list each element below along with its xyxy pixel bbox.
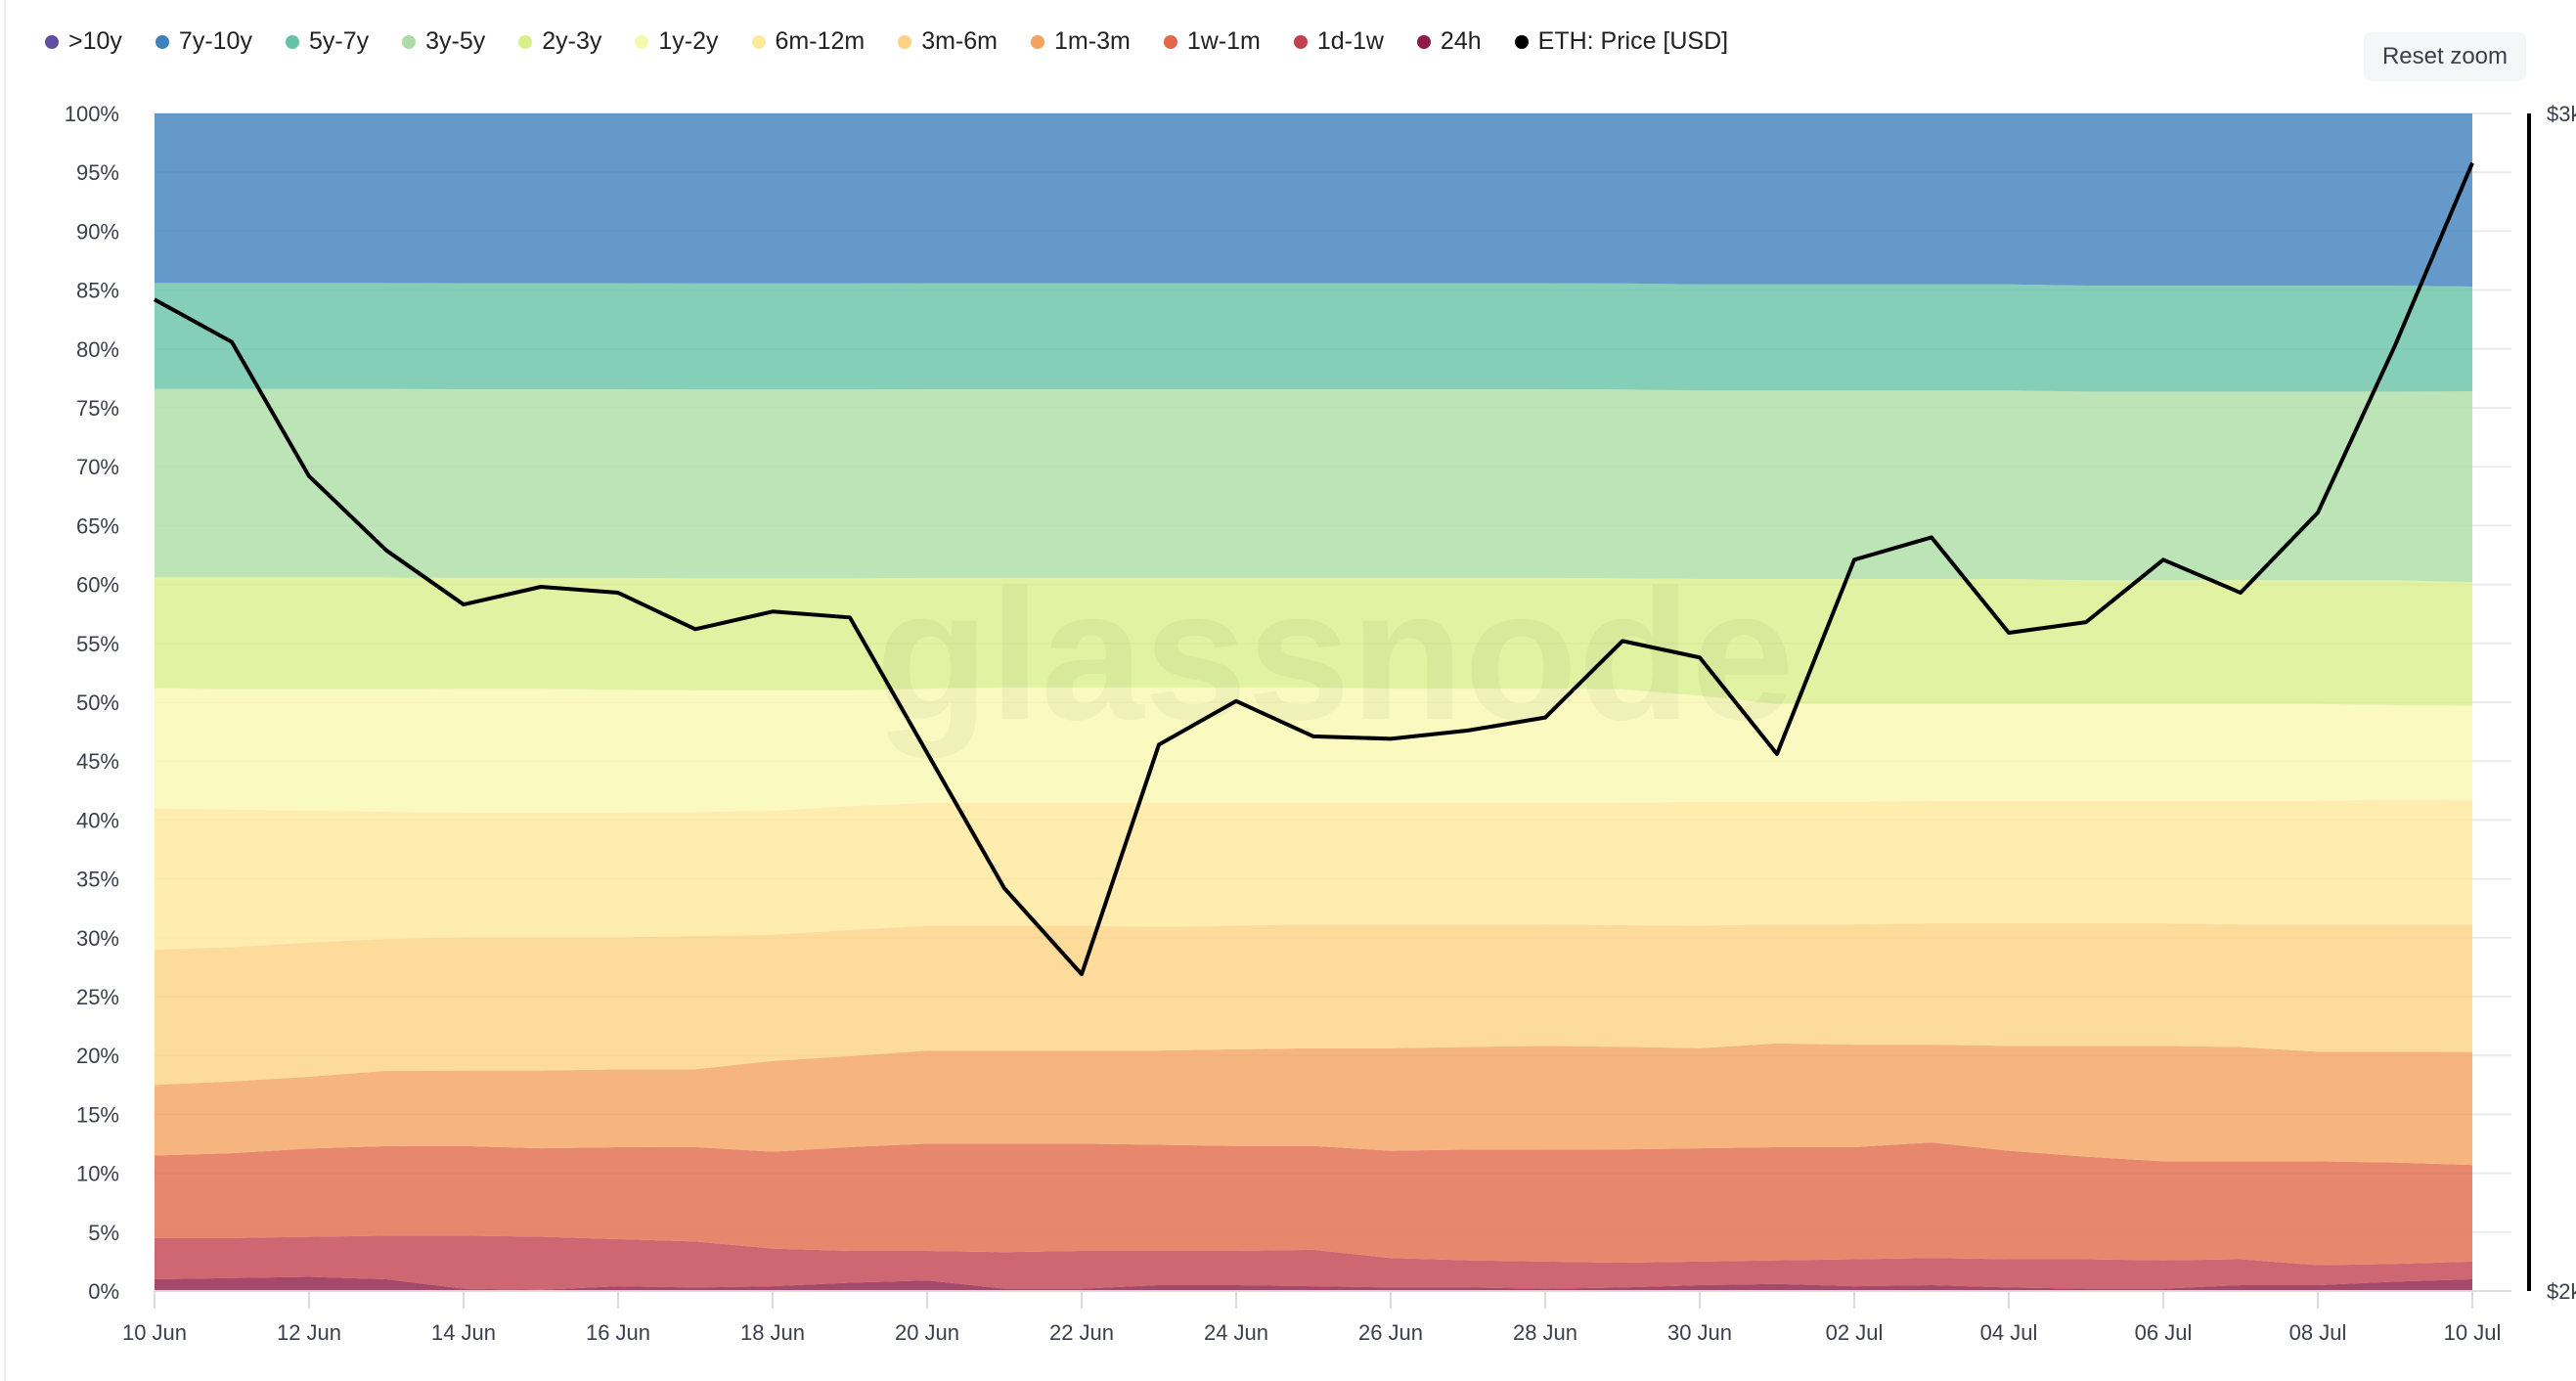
area-1y-2y [155, 687, 2472, 813]
x-tick-label: 12 Jun [277, 1320, 341, 1345]
x-tick-label: 10 Jul [2444, 1320, 2502, 1345]
legend-dot-icon [751, 34, 766, 49]
y-tick-label: 15% [76, 1102, 119, 1127]
x-tick-label: 02 Jul [1826, 1320, 1884, 1345]
legend-label: 2y-3y [542, 27, 602, 55]
legend-label: 3y-5y [425, 27, 486, 55]
legend-dot-icon [285, 34, 299, 49]
areas [155, 113, 2472, 1291]
chart-legend: >10y 7y-10y 5y-7y 3y-5y 2y-3y 1y-2y 6m-12m 3m-6… [45, 27, 1761, 56]
legend-item[interactable]: 1w-1m [1163, 27, 1261, 56]
x-tick-label: 22 Jun [1049, 1320, 1114, 1345]
legend-dot-icon [1514, 34, 1529, 49]
area-2y-3y [155, 577, 2472, 706]
x-tick-label: 10 Jun [122, 1320, 187, 1345]
area-1d-1w [155, 1235, 2472, 1290]
area-3y-5y [155, 388, 2472, 583]
y-tick-label: 60% [76, 573, 119, 598]
x-tick-label: 16 Jun [586, 1320, 650, 1345]
legend-item[interactable]: 3y-5y [402, 27, 485, 56]
legend-item[interactable]: ETH: Price [USD] [1514, 27, 1729, 56]
y-tick-label: 100% [65, 102, 119, 126]
legend-item[interactable]: 1d-1w [1293, 27, 1384, 56]
y-tick-label: 55% [76, 632, 119, 656]
legend-item[interactable]: 3m-6m [898, 27, 998, 56]
legend-label: 6m-12m [775, 27, 866, 55]
y-tick-label: 0% [88, 1279, 119, 1304]
x-tick-label: 08 Jul [2289, 1320, 2347, 1345]
legend-item[interactable]: 7y-10y [155, 27, 252, 56]
legend-dot-icon [402, 34, 417, 49]
x-tick-label: 30 Jun [1667, 1320, 1732, 1345]
legend-item[interactable]: 2y-3y [518, 27, 601, 56]
legend-dot-icon [635, 34, 649, 49]
legend-dot-icon [518, 34, 533, 49]
y-tick-label: 95% [76, 160, 119, 185]
y-tick-label: 5% [88, 1221, 119, 1245]
y-tick-label: 30% [76, 926, 119, 951]
legend-dot-icon [45, 34, 59, 49]
legend-dot-icon [1163, 34, 1177, 49]
legend-label: 1w-1m [1186, 27, 1261, 55]
legend-label: >10y [68, 27, 122, 55]
legend-label: 1m-3m [1054, 27, 1131, 55]
legend-item[interactable]: 6m-12m [751, 27, 866, 56]
legend-label: 24h [1440, 27, 1482, 55]
area-24h [155, 1276, 2472, 1291]
x-tick-label: 24 Jun [1204, 1320, 1268, 1345]
legend-item[interactable]: 24h [1416, 27, 1482, 56]
watermark: glassnode [875, 552, 1795, 759]
y-tick-label: 40% [76, 808, 119, 832]
legend-dot-icon [1416, 34, 1431, 49]
legend-label: 3m-6m [921, 27, 999, 55]
legend-label: 5y-7y [308, 27, 370, 55]
area-3m-6m [155, 922, 2472, 1086]
axes: 0% 5% 10% 15% 20% 25% 30% 35% 40% 45% 50% 55% 60% 65%… [65, 102, 2576, 1345]
y-tick-label: 50% [76, 690, 119, 715]
y-tick-label: 75% [76, 396, 119, 421]
y-tick-label: 85% [76, 279, 119, 303]
y-tick-label: 65% [76, 513, 119, 538]
y-right-tick-label: $3k [2547, 102, 2576, 126]
y-tick-label: 20% [76, 1044, 119, 1068]
legend-dot-icon [898, 34, 912, 49]
legend-item[interactable]: >10y [45, 27, 122, 56]
area-1m-3m [155, 1043, 2472, 1166]
eth-price-line [154, 161, 2474, 977]
x-tick-label: 04 Jul [1980, 1320, 2038, 1345]
legend-label: 1y-2y [658, 27, 719, 55]
legend-item[interactable]: 5y-7y [285, 27, 370, 56]
area-5y-7y [155, 283, 2472, 392]
area-7y-10y [155, 113, 2472, 287]
x-tick-label: 18 Jun [740, 1320, 805, 1345]
reset-zoom-button[interactable]: Reset zoom [2364, 32, 2526, 81]
x-tick-label: 28 Jun [1513, 1320, 1577, 1345]
x-tick-label: 06 Jul [2135, 1320, 2193, 1345]
legend-label: 7y-10y [178, 27, 252, 55]
x-tick-label: 14 Jun [431, 1320, 496, 1345]
legend-dot-icon [1031, 34, 1045, 49]
y-tick-label: 80% [76, 337, 119, 362]
y-tick-label: 90% [76, 219, 119, 244]
y-tick-label: 25% [76, 985, 119, 1009]
y-right-tick-label: $2k [2547, 1279, 2576, 1304]
legend-item[interactable]: 1y-2y [635, 27, 719, 56]
y-tick-label: 10% [76, 1162, 119, 1186]
legend-dot-icon [155, 34, 169, 49]
price-line [154, 161, 2474, 977]
legend-label: 1d-1w [1316, 27, 1384, 55]
x-tick-label: 26 Jun [1358, 1320, 1423, 1345]
y-tick-label: 70% [76, 455, 119, 479]
panel-left-border [4, 0, 6, 1381]
legend-dot-icon [1293, 34, 1308, 49]
area-1w-1m [155, 1142, 2472, 1266]
y-tick-label: 35% [76, 868, 119, 892]
area-6m-12m [155, 799, 2472, 950]
legend-label: ETH: Price [USD] [1537, 27, 1729, 55]
y-tick-label: 45% [76, 749, 119, 774]
legend-item[interactable]: 1m-3m [1031, 27, 1131, 56]
x-tick-label: 20 Jun [895, 1320, 959, 1345]
